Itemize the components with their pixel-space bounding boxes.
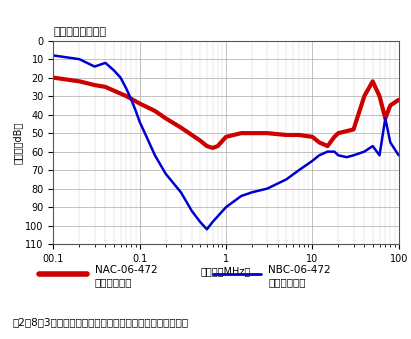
Text: NAC-06-472
１段フィルタ: NAC-06-472 １段フィルタ <box>95 265 157 287</box>
X-axis label: 周波数［MHz］: 周波数［MHz］ <box>201 266 251 277</box>
Text: 図2．8．3　１段フィルタと２段フィルタの減衰特性比較例: 図2．8．3 １段フィルタと２段フィルタの減衰特性比較例 <box>12 317 188 327</box>
Text: NBC-06-472
２段フィルタ: NBC-06-472 ２段フィルタ <box>268 265 331 287</box>
Y-axis label: 減衰量［dB］: 減衰量［dB］ <box>13 121 23 163</box>
Text: 〔コモンモード〕: 〔コモンモード〕 <box>53 27 106 37</box>
